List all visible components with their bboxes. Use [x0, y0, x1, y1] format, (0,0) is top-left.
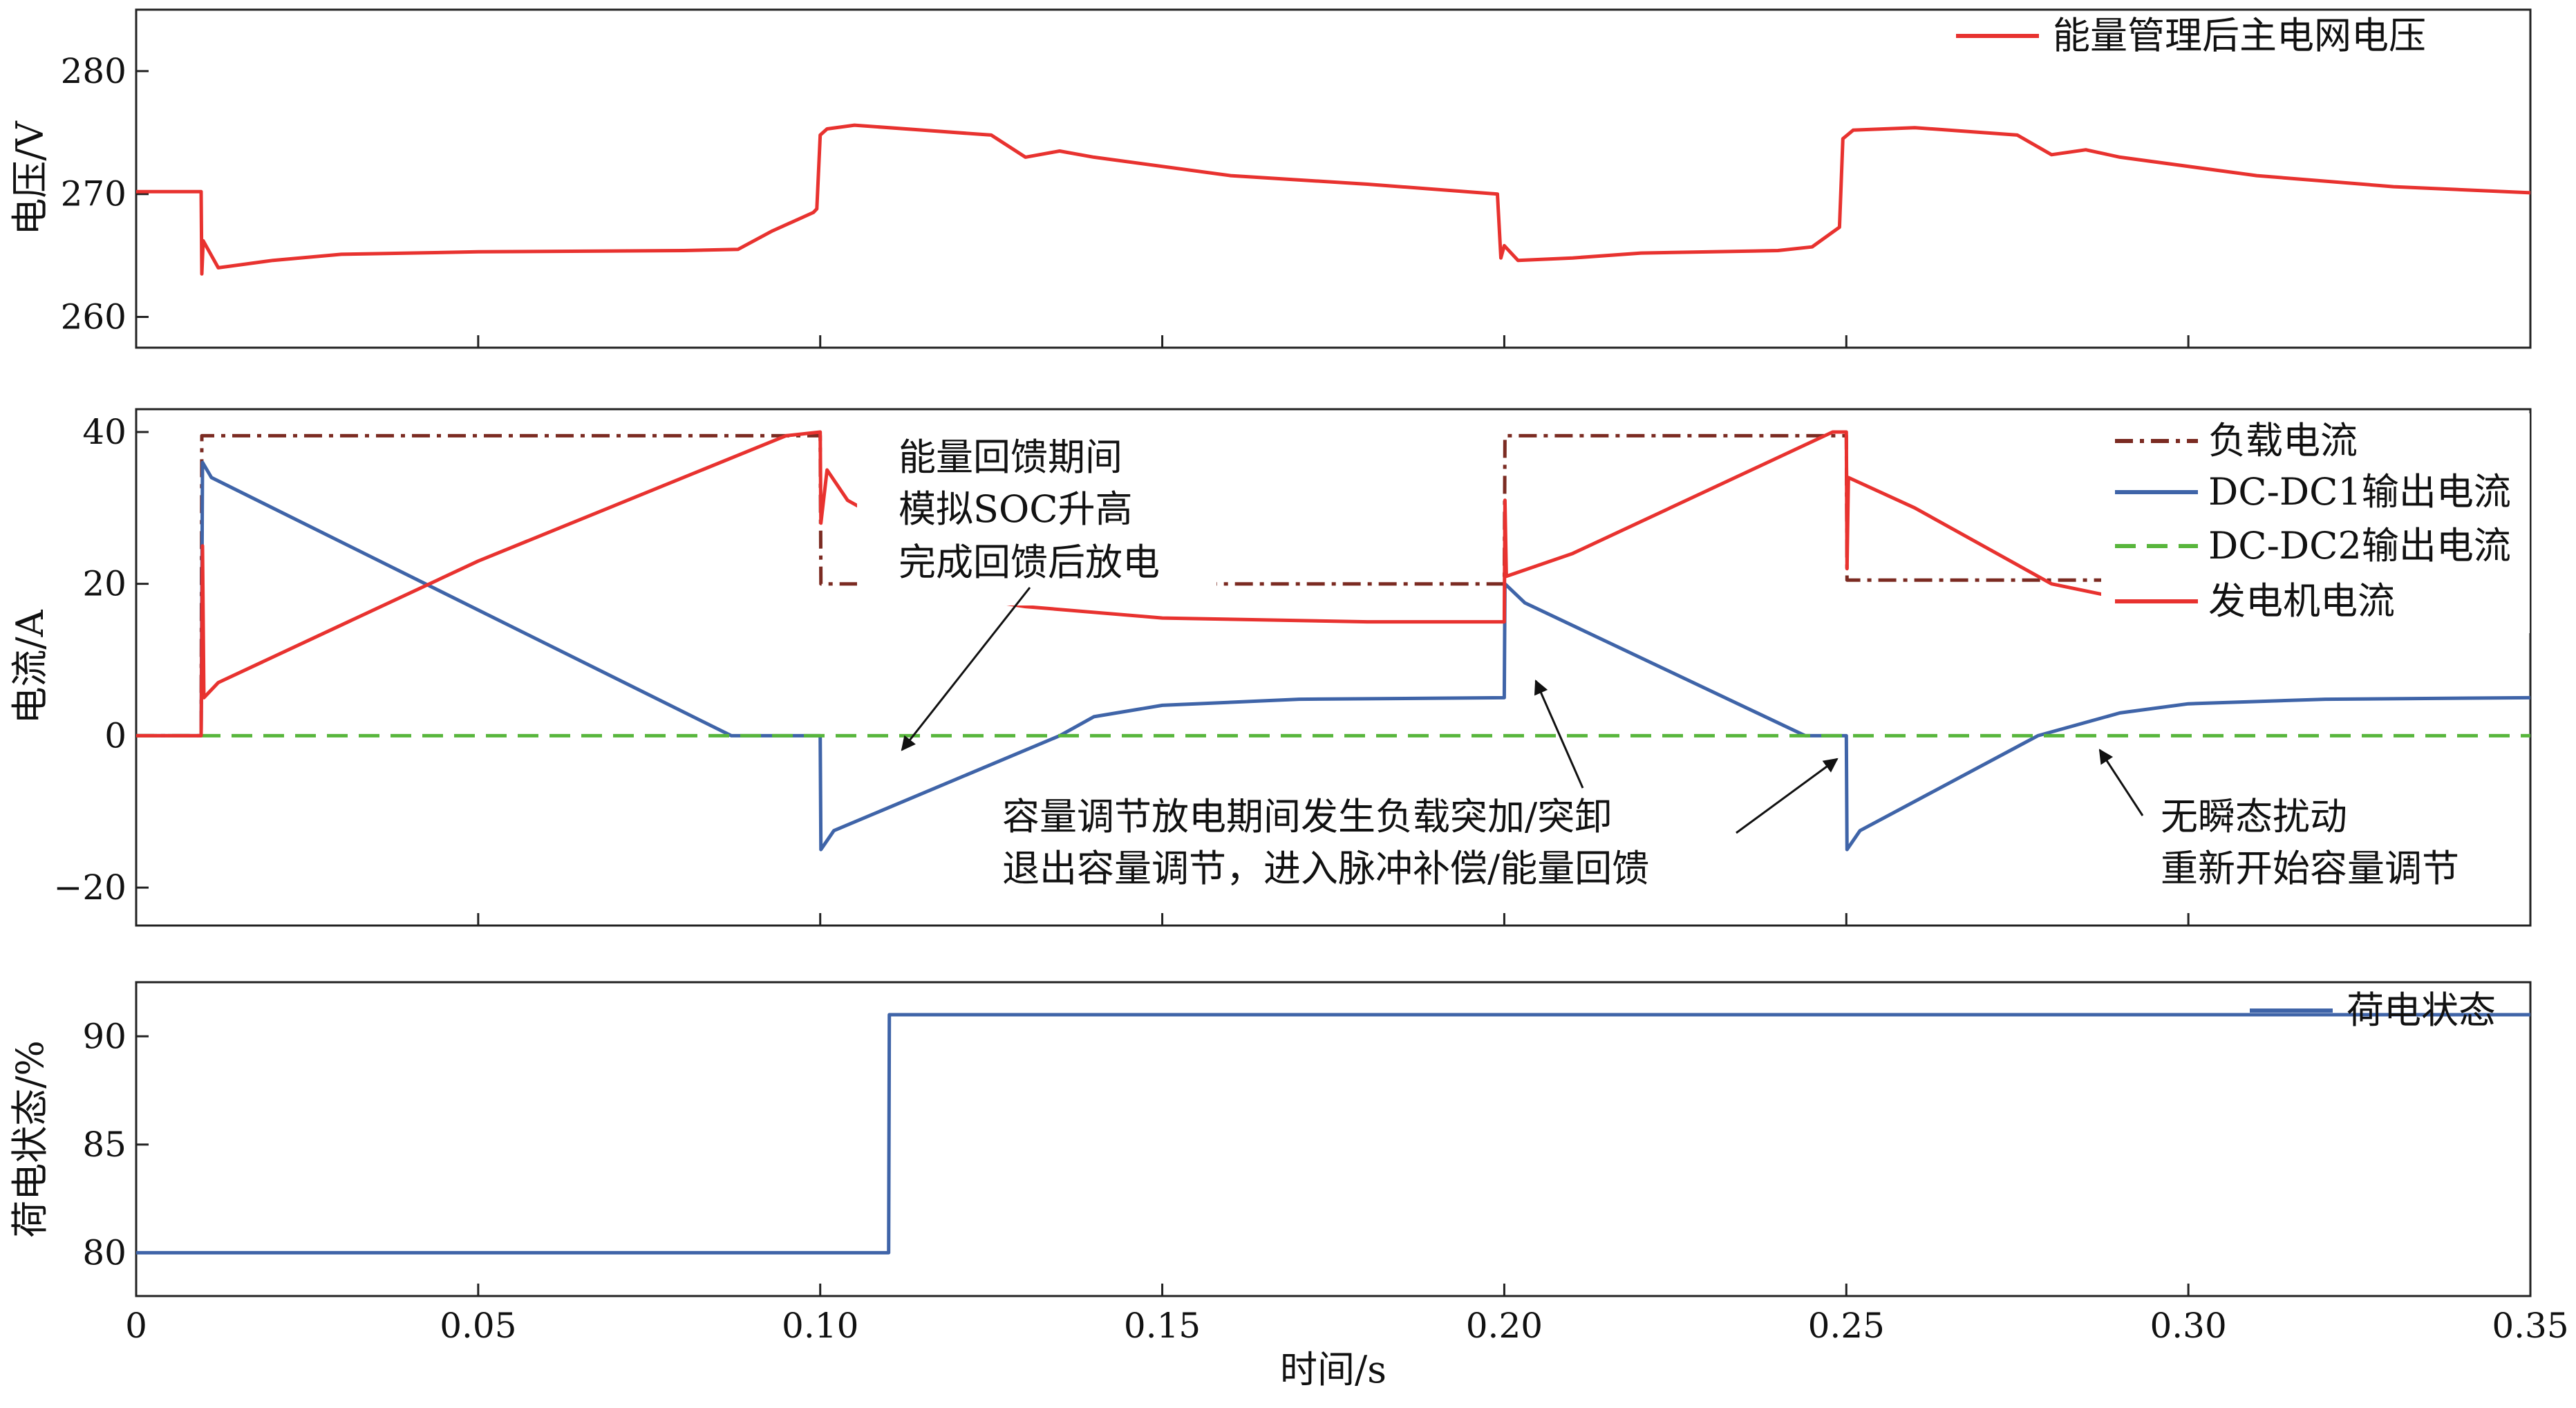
current-y-axis-label: 电流/A [8, 609, 52, 724]
annotation-energy-feedback-line-1: 能量回馈期间 [899, 435, 1122, 479]
current-series [136, 430, 2531, 852]
voltage-plot-frame [135, 8, 2532, 349]
soc-y-tick-label: 90 [82, 1016, 126, 1056]
soc-series [136, 1013, 2530, 1255]
current-plot-frame [135, 408, 2532, 927]
annotation-no-disturbance-line-1: 无瞬态扰动 [2161, 795, 2347, 838]
soc-y-tick-label: 85 [82, 1125, 126, 1165]
x-tick-label: 0.30 [2150, 1306, 2226, 1346]
current-series-line-s3 [136, 430, 2107, 738]
current-y-tick-label: 0 [104, 715, 126, 755]
soc-plot-frame [135, 981, 2532, 1297]
current-y-tick-label: 20 [82, 564, 126, 604]
voltage-panel: 260 270 280 电压/V 能量管理后主电网电压 [8, 8, 2532, 349]
annotation-no-disturbance-arrow [2098, 749, 2144, 816]
current-y-ticks: −20 0 20 40 [53, 412, 149, 908]
voltage-x-ticks [135, 335, 2532, 348]
legend-label-soc: 荷电状态 [2347, 988, 2496, 1032]
x-tick-label: 0.15 [1124, 1306, 1201, 1346]
current-y-tick-label: −20 [53, 867, 126, 908]
voltage-y-tick-label: 270 [61, 174, 126, 214]
current-legend: 负载电流 DC-DC1输出电流 DC-DC2输出电流 发电机电流 [2101, 413, 2530, 633]
x-tick-label: 0 [125, 1306, 147, 1346]
legend-label-dcdc1: DC-DC1输出电流 [2208, 470, 2511, 514]
x-tick-label: 0.20 [1466, 1306, 1543, 1346]
annotation-load-step-line-2: 退出容量调节，进入脉冲补偿/能量回馈 [1002, 847, 1649, 890]
voltage-y-ticks: 260 270 280 [61, 51, 149, 337]
soc-y-ticks: 80 85 90 [82, 1016, 149, 1273]
legend-label-generator: 发电机电流 [2208, 579, 2395, 623]
current-y-tick-label: 40 [82, 412, 126, 452]
annotation-load-step-line-1: 容量调节放电期间发生负载突加/突卸 [1002, 795, 1612, 838]
soc-legend: 荷电状态 [2250, 988, 2496, 1032]
x-tick-label: 0.05 [440, 1306, 516, 1346]
x-tick-label: 0.10 [782, 1306, 858, 1346]
soc-y-axis-label: 荷电状态/% [8, 1040, 52, 1238]
annotation-energy-feedback-line-3: 完成回馈后放电 [899, 541, 1160, 584]
voltage-y-tick-label: 280 [61, 51, 126, 91]
annotation-no-disturbance: 无瞬态扰动 重新开始容量调节 [2098, 749, 2459, 890]
current-series-line-dc-dc1 [136, 460, 2531, 852]
annotation-load-step-arrow-2 [1736, 758, 1839, 834]
legend-label-load-current: 负载电流 [2208, 419, 2358, 462]
annotation-load-step: 容量调节放电期间发生负载突加/突卸 退出容量调节，进入脉冲补偿/能量回馈 [1002, 679, 1839, 890]
x-tick-label: 0.25 [1808, 1306, 1885, 1346]
annotation-energy-feedback-arrow [901, 587, 1031, 751]
legend-label-dcdc2: DC-DC2输出电流 [2208, 524, 2511, 567]
annotation-energy-feedback: 能量回馈期间 模拟SOC升高 完成回馈后放电 [857, 427, 1216, 751]
current-x-ticks [135, 913, 2532, 926]
voltage-legend: 能量管理后主电网电压 [1956, 14, 2426, 57]
soc-x-ticks: 0 0.05 0.10 0.15 0.20 0.25 0.30 0.35 [125, 1284, 2569, 1346]
voltage-y-tick-label: 260 [61, 297, 126, 337]
soc-series-line-s0 [136, 1013, 2530, 1255]
annotation-no-disturbance-line-2: 重新开始容量调节 [2161, 847, 2459, 890]
legend-label-voltage: 能量管理后主电网电压 [2053, 14, 2426, 57]
voltage-y-axis-label: 电压/V [8, 120, 52, 235]
soc-panel: 80 85 90 0 0.05 0.10 0.15 0.20 0.25 0.30 0.35 荷电状… [8, 981, 2569, 1346]
annotation-energy-feedback-line-2: 模拟SOC升高 [899, 487, 1133, 531]
voltage-series-line-s0 [136, 123, 2531, 276]
soc-y-tick-label: 80 [82, 1232, 126, 1273]
current-panel: −20 0 20 40 电流/A 负载电流 DC-DC1输出电流 DC-DC2输出电流… [8, 408, 2532, 927]
annotation-energy-feedback-bg [857, 427, 1216, 606]
voltage-series [136, 123, 2531, 276]
annotation-load-step-arrow-1 [1534, 679, 1584, 789]
x-axis-label: 时间/s [1280, 1348, 1386, 1391]
legend-background [2101, 413, 2530, 633]
x-tick-label: 0.35 [2492, 1306, 2568, 1346]
